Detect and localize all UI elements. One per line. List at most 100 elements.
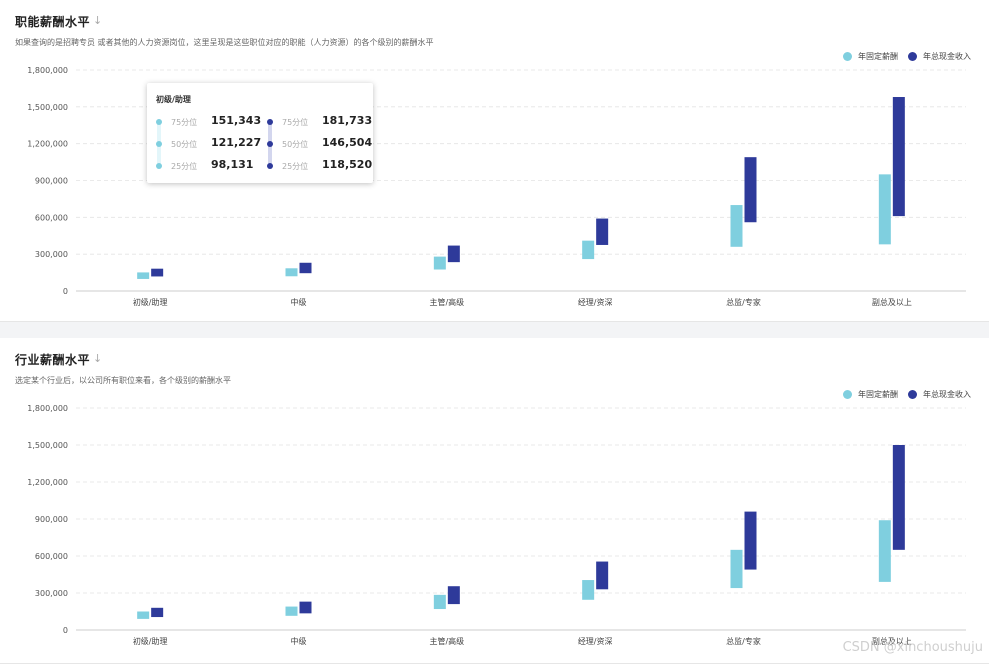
chart-tooltip: 初级/助理 75分位 151,343 50分位 121,227 25分位 98,… — [147, 83, 373, 183]
fixed-salary-bar — [730, 205, 743, 247]
x-tick-label: 副总及以上 — [872, 297, 912, 307]
tooltip-label: 75分位 — [171, 118, 198, 127]
tooltip-total-dot — [267, 141, 273, 147]
x-tick-label: 主管/高级 — [429, 636, 464, 646]
tooltip-label: 25分位 — [171, 162, 198, 171]
tooltip-value: 98,131 — [211, 158, 254, 171]
tooltip-label: 25分位 — [282, 162, 309, 171]
tooltip-total-dot — [267, 119, 273, 125]
x-tick-label: 中级 — [291, 636, 307, 646]
tooltip-label: 50分位 — [282, 140, 309, 149]
tooltip-label: 75分位 — [282, 118, 309, 127]
fixed-salary-bar — [582, 240, 595, 260]
fixed-salary-bar — [730, 549, 743, 589]
tooltip-total-column: 75分位 181,733 50分位 146,504 25分位 118,520 — [267, 111, 377, 177]
legend-fixed-label: 年固定薪酬 — [858, 52, 898, 61]
panel-subtitle: 如果查询的是招聘专员 或者其他的人力资源岗位，这里呈现是这些职位对应的职能（人力… — [15, 38, 434, 47]
legend-fixed-dot — [843, 52, 852, 61]
y-tick-label: 1,800,000 — [27, 66, 68, 75]
tooltip-label: 50分位 — [171, 140, 198, 149]
legend-fixed-label: 年固定薪酬 — [858, 390, 898, 399]
fixed-salary-bar — [285, 268, 298, 277]
total-cash-bar — [596, 218, 609, 245]
total-cash-bar — [447, 586, 460, 605]
panel-subtitle: 选定某个行业后，以公司所有职位来看，各个级别的薪酬水平 — [15, 376, 231, 385]
x-tick-label: 主管/高级 — [429, 297, 464, 307]
total-cash-bar — [299, 601, 312, 614]
total-cash-bar — [892, 445, 905, 550]
tooltip-fixed-dot — [156, 119, 162, 125]
y-tick-label: 1,500,000 — [27, 441, 68, 450]
tooltip-value: 121,227 — [211, 136, 262, 149]
industry-salary-chart: 0 300,000 600,000 900,000 1,200,000 1,500,000… — [27, 404, 966, 646]
tooltip-value: 118,520 — [322, 158, 373, 171]
tooltip-row: 75分位 151,343 — [156, 111, 266, 133]
panel-title: 行业薪酬水平 — [15, 353, 91, 367]
download-arrow-icon[interactable]: ↓ — [93, 14, 103, 27]
legend-item-fixed[interactable]: 年固定薪酬 — [843, 51, 898, 62]
y-tick-label: 300,000 — [35, 250, 68, 259]
tooltip-row: 25分位 98,131 — [156, 155, 266, 177]
chart-legend: 年固定薪酬 年总现金收入 — [833, 51, 971, 62]
function-salary-chart: 0 300,000 600,000 900,000 1,200,000 1,500,000… — [27, 66, 966, 307]
x-tick-label: 总监/专家 — [726, 297, 761, 307]
legend-total-dot — [908, 390, 917, 399]
tooltip-row: 50分位 146,504 — [267, 133, 377, 155]
y-tick-label: 900,000 — [35, 515, 68, 524]
legend-fixed-dot — [843, 390, 852, 399]
y-tick-label: 900,000 — [35, 177, 68, 186]
legend-item-total[interactable]: 年总现金收入 — [908, 51, 971, 62]
fixed-salary-bar — [137, 611, 150, 619]
tooltip-row: 50分位 121,227 — [156, 133, 266, 155]
fixed-salary-bar — [582, 580, 595, 600]
fixed-salary-bar — [878, 174, 891, 245]
fixed-salary-bar — [433, 256, 446, 270]
panel-title: 职能薪酬水平 — [15, 15, 91, 29]
y-tick-label: 600,000 — [35, 213, 68, 222]
y-tick-label: 0 — [63, 626, 68, 635]
tooltip-row: 75分位 181,733 — [267, 111, 377, 133]
total-cash-bar — [151, 268, 164, 277]
y-tick-label: 0 — [63, 287, 68, 296]
tooltip-value: 151,343 — [211, 114, 262, 127]
tooltip-value: 181,733 — [322, 114, 373, 127]
y-tick-label: 300,000 — [35, 589, 68, 598]
x-tick-label: 中级 — [291, 297, 307, 307]
x-tick-label: 经理/资深 — [578, 636, 613, 646]
fixed-salary-bar — [878, 520, 891, 582]
y-tick-label: 1,500,000 — [27, 103, 68, 112]
x-tick-label: 副总及以上 — [872, 636, 912, 646]
legend-total-dot — [908, 52, 917, 61]
function-salary-panel: 职能薪酬水平 ↓ 如果查询的是招聘专员 或者其他的人力资源岗位，这里呈现是这些职… — [0, 0, 989, 322]
y-tick-label: 1,200,000 — [27, 478, 68, 487]
y-tick-label: 1,800,000 — [27, 404, 68, 413]
legend-total-label: 年总现金收入 — [923, 52, 971, 61]
tooltip-fixed-dot — [156, 141, 162, 147]
fixed-salary-bar — [433, 594, 446, 610]
x-tick-label: 初级/助理 — [133, 297, 168, 307]
total-cash-bar — [596, 561, 609, 590]
fixed-salary-bar — [285, 606, 298, 616]
x-tick-label: 总监/专家 — [726, 636, 761, 646]
legend-item-total[interactable]: 年总现金收入 — [908, 389, 971, 400]
y-tick-label: 600,000 — [35, 552, 68, 561]
tooltip-value: 146,504 — [322, 136, 373, 149]
tooltip-row: 25分位 118,520 — [267, 155, 377, 177]
legend-item-fixed[interactable]: 年固定薪酬 — [843, 389, 898, 400]
tooltip-title: 初级/助理 — [156, 95, 191, 104]
tooltip-fixed-dot — [156, 163, 162, 169]
tooltip-fixed-column: 75分位 151,343 50分位 121,227 25分位 98,131 — [156, 111, 266, 177]
total-cash-bar — [744, 511, 757, 570]
total-cash-bar — [151, 607, 164, 618]
legend-total-label: 年总现金收入 — [923, 390, 971, 399]
fixed-salary-bar — [137, 272, 150, 279]
industry-salary-panel: 行业薪酬水平 ↓ 选定某个行业后，以公司所有职位来看，各个级别的薪酬水平 年固定… — [0, 338, 989, 664]
chart-legend: 年固定薪酬 年总现金收入 — [833, 389, 971, 400]
x-tick-label: 经理/资深 — [578, 297, 613, 307]
download-arrow-icon[interactable]: ↓ — [93, 352, 103, 365]
tooltip-total-dot — [267, 163, 273, 169]
watermark: CSDN @xinchoushuju — [842, 640, 983, 655]
total-cash-bar — [744, 157, 757, 223]
total-cash-bar — [892, 97, 905, 217]
y-tick-label: 1,200,000 — [27, 140, 68, 149]
